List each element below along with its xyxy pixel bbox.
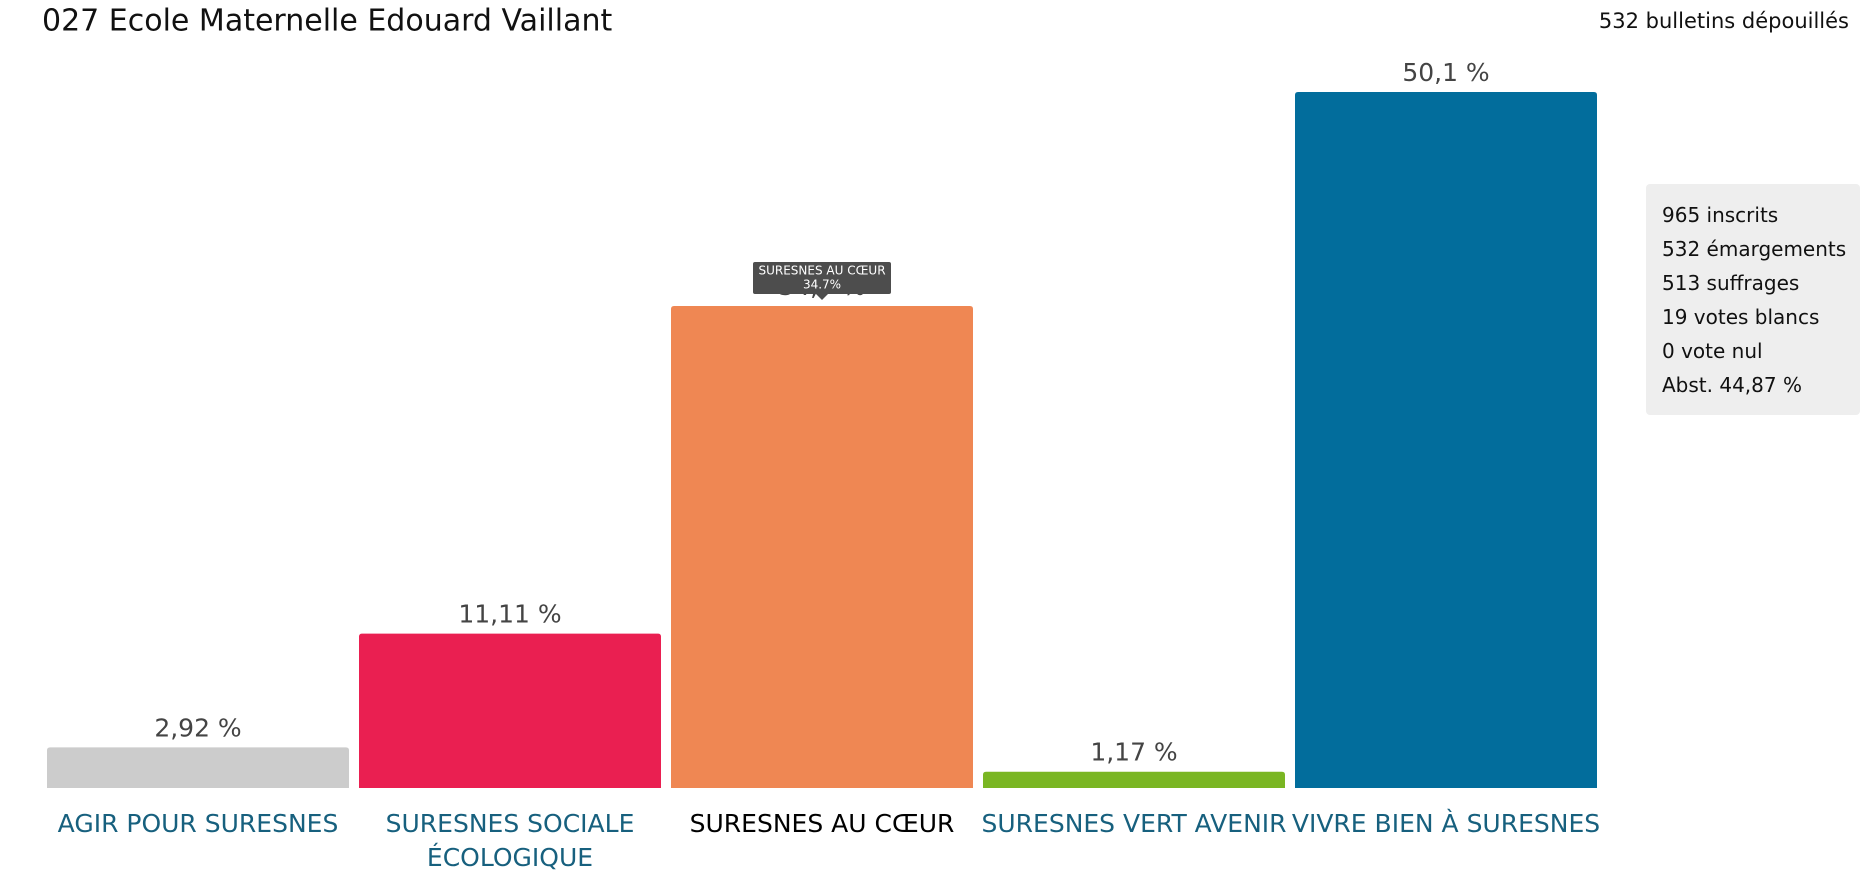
category-label: SURESNES SOCIALE ÉCOLOGIQUE xyxy=(385,809,635,872)
tooltip-value: 34.7% xyxy=(803,277,841,291)
tooltip-title: SURESNES AU CŒUR xyxy=(758,263,885,277)
info-line: 965 inscrits xyxy=(1662,203,1779,227)
info-line: 513 suffrages xyxy=(1662,271,1800,295)
value-label: 1,17 % xyxy=(1090,738,1177,767)
ballot-count: 532 bulletins dépouillés xyxy=(1599,9,1849,33)
info-line: Abst. 44,87 % xyxy=(1662,373,1802,397)
bar xyxy=(671,305,973,788)
category-label: SURESNES AU CŒUR xyxy=(689,809,955,838)
info-line: 19 votes blancs xyxy=(1662,305,1820,329)
category-label: SURESNES VERT AVENIR xyxy=(981,809,1287,838)
info-box: 965 inscrits 532 émargements 513 suffrages… xyxy=(1646,184,1860,415)
value-label: 2,92 % xyxy=(154,713,241,742)
info-line: 0 vote nul xyxy=(1662,339,1763,363)
bar xyxy=(983,771,1285,788)
value-label: 50,1 % xyxy=(1402,58,1489,87)
tooltip-arrow xyxy=(816,293,828,300)
tooltip-box xyxy=(753,261,891,294)
value-label: 11,11 % xyxy=(458,600,561,629)
bar xyxy=(1295,92,1597,788)
bar xyxy=(359,633,661,788)
category-label: AGIR POUR SURESNES xyxy=(57,809,339,838)
bar xyxy=(47,747,349,788)
info-line: 532 émargements xyxy=(1662,237,1847,261)
chart-title: 027 Ecole Maternelle Edouard Vaillant xyxy=(42,4,612,39)
category-label: VIVRE BIEN À SURESNES xyxy=(1291,809,1601,838)
